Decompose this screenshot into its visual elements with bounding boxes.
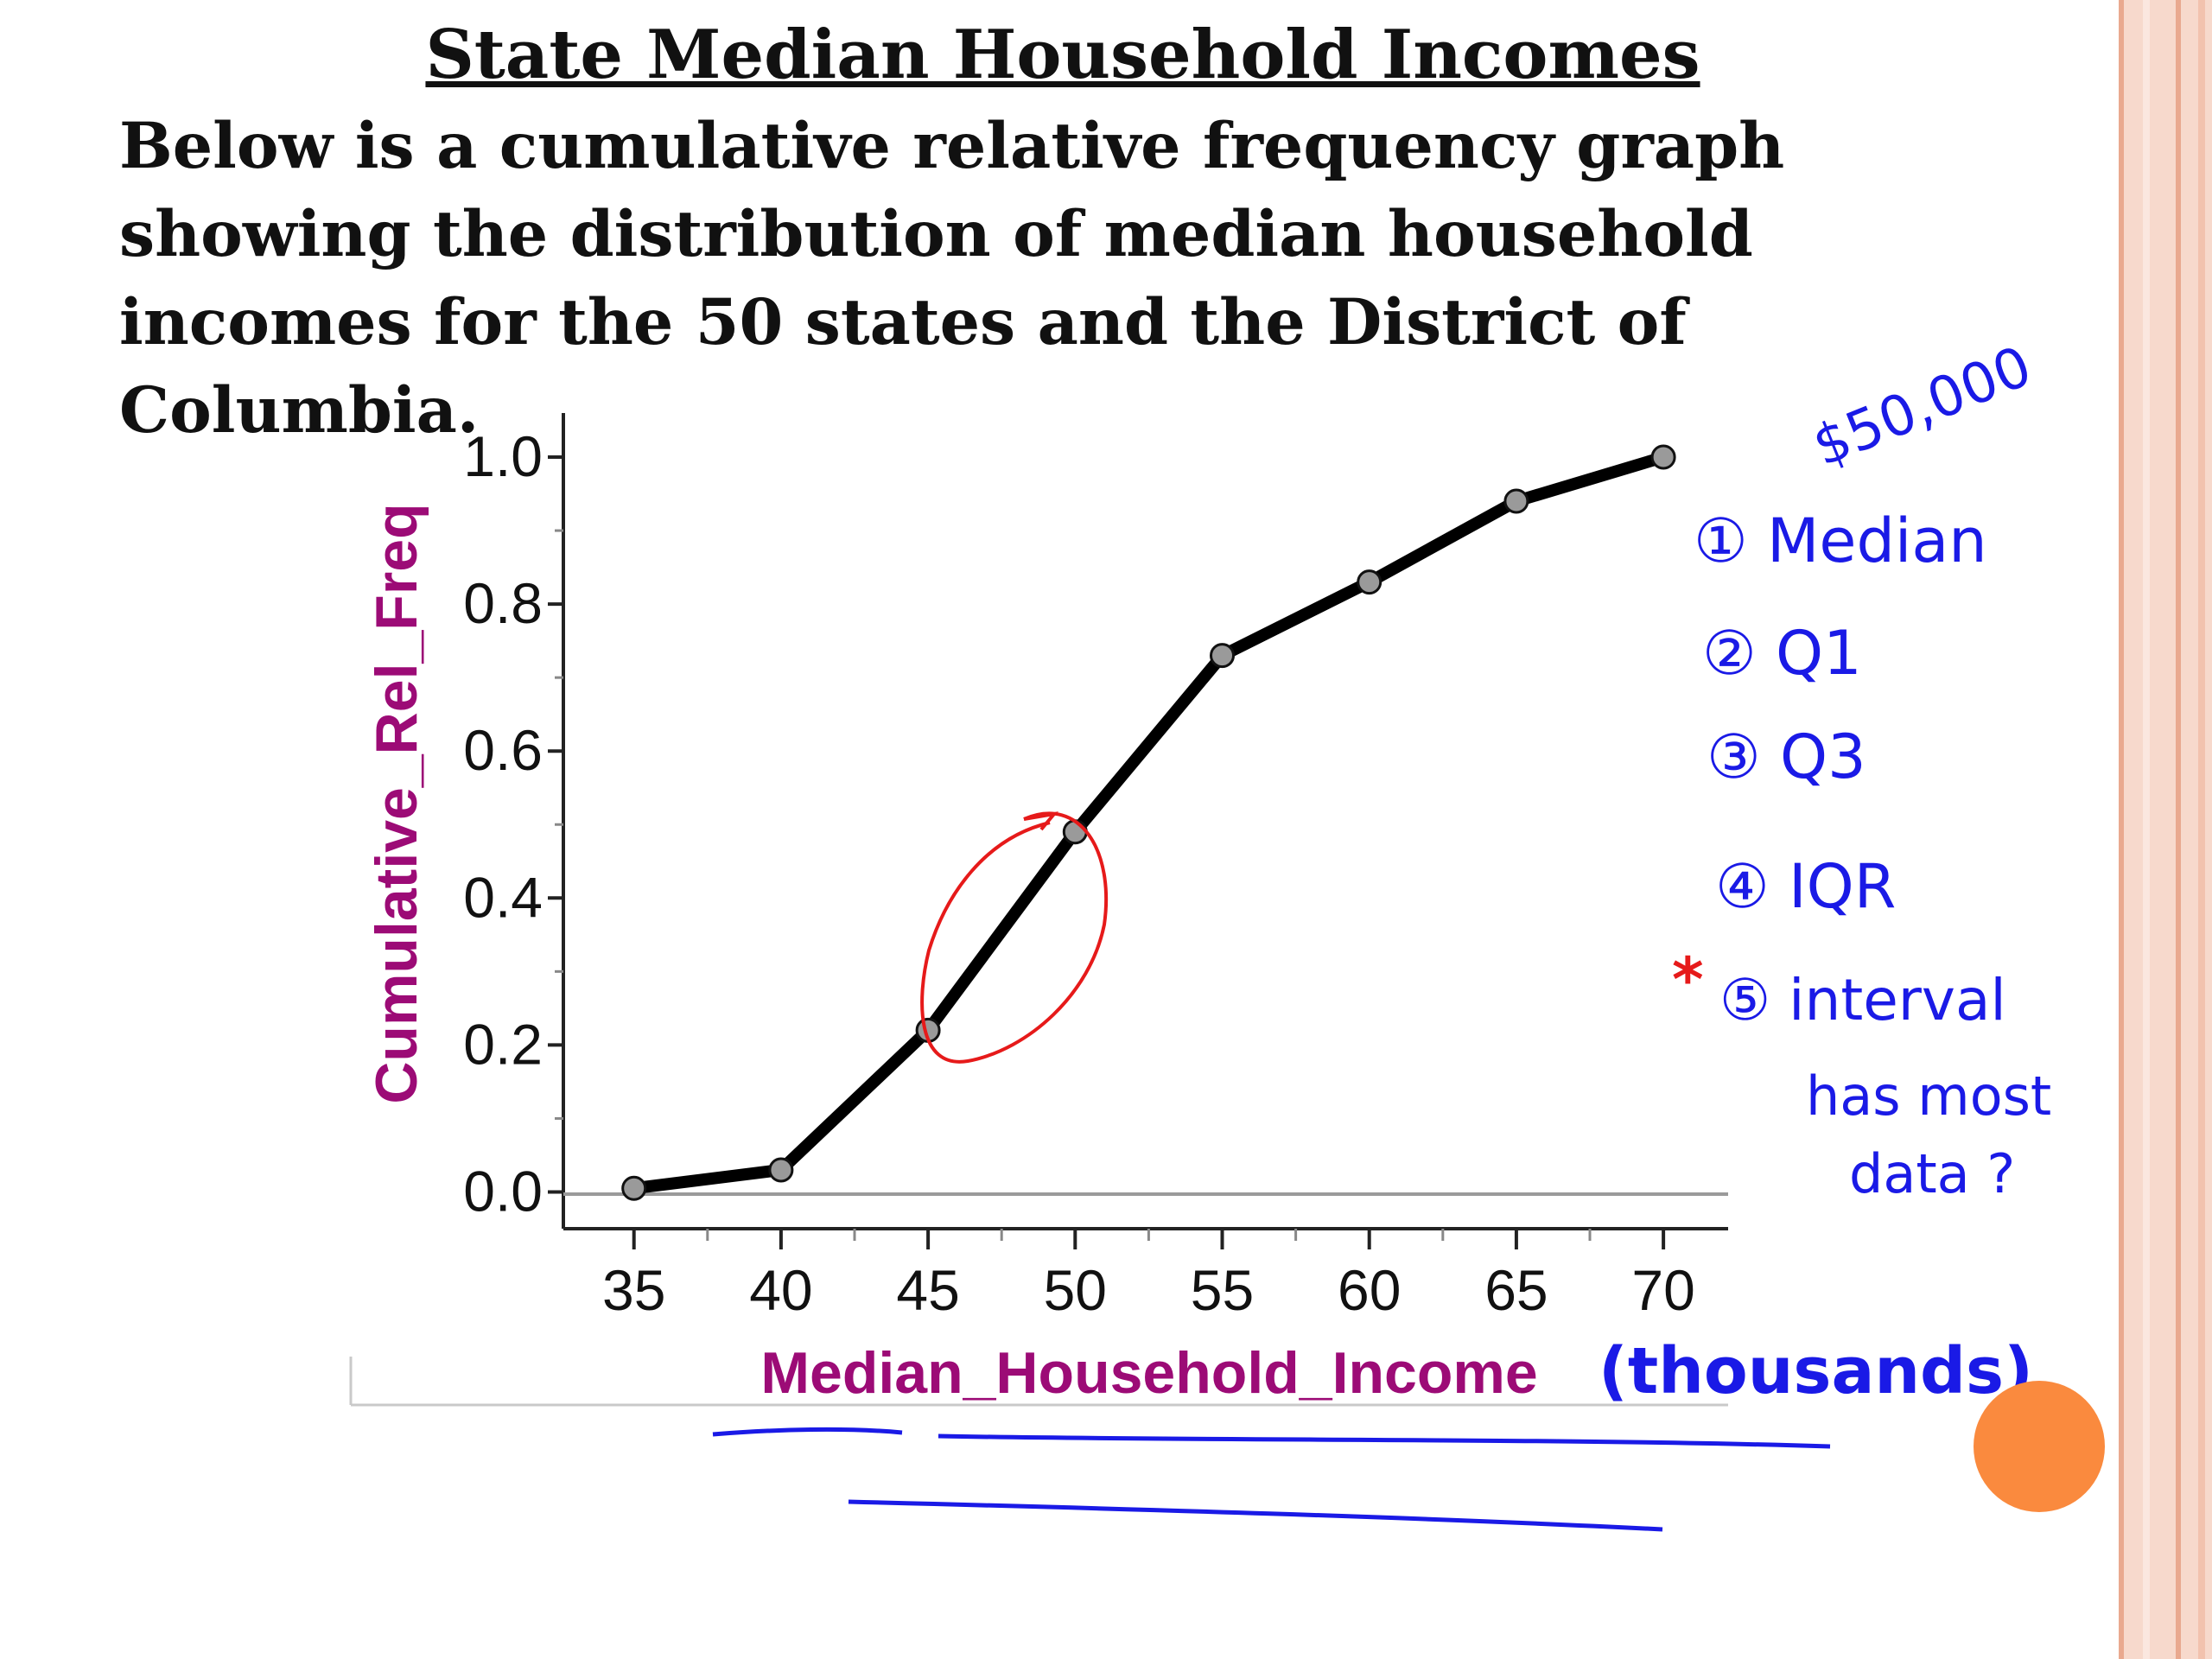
y-axis-ticks: 0.0 0.2 0.4 0.6 0.8 1.0 — [463, 424, 563, 1223]
x-tick-label: 65 — [1484, 1258, 1548, 1322]
series-line — [627, 451, 1670, 1195]
slide-border-decoration — [2119, 0, 2212, 1659]
x-tick-label: 55 — [1191, 1258, 1254, 1322]
note-has-most: has most — [1806, 1065, 2051, 1128]
y-tick-label: 1.0 — [463, 424, 543, 488]
decorative-orange-dot — [1974, 1381, 2105, 1512]
note-interval: ⑤ interval — [1719, 967, 2006, 1033]
underline-2 — [938, 1433, 1831, 1449]
data-point — [1210, 643, 1236, 669]
y-tick-label: 0.0 — [463, 1159, 543, 1223]
x-tick-label: 40 — [749, 1258, 812, 1322]
handwritten-thousands: (thousands) — [1599, 1334, 2033, 1408]
note-iqr: ④ IQR — [1715, 851, 1896, 922]
note-median: ① Median — [1694, 505, 1987, 576]
data-point — [621, 1175, 647, 1201]
cumulative-series — [621, 444, 1676, 1201]
data-point — [1503, 488, 1529, 514]
underline-3 — [848, 1499, 1663, 1532]
note-q3: ③ Q3 — [1707, 721, 1866, 792]
x-tick-label: 60 — [1338, 1258, 1401, 1322]
data-point — [1062, 819, 1088, 845]
y-axis-title: Cumulative_Rel_Freq — [364, 503, 429, 1103]
note-q1: ② Q1 — [1702, 618, 1862, 689]
x-tick-label: 45 — [896, 1258, 959, 1322]
x-axis-title: Median_Household_Income — [760, 1340, 1537, 1406]
slide-title: State Median Household Incomes — [425, 16, 1700, 94]
red-arrow-tip — [1023, 811, 1059, 831]
y-tick-label: 0.6 — [463, 718, 543, 782]
x-tick-label: 50 — [1044, 1258, 1107, 1322]
data-point — [1650, 444, 1676, 470]
y-tick-label: 0.8 — [463, 571, 543, 635]
red-circle-annotation — [920, 811, 1109, 1064]
handwritten-money-note: $50,000 — [1804, 334, 2040, 480]
data-point — [768, 1157, 794, 1183]
x-axis-ticks: 35 40 45 50 55 60 65 70 — [602, 1229, 1695, 1322]
x-tick-label: 70 — [1631, 1258, 1694, 1322]
y-tick-label: 0.4 — [463, 865, 543, 929]
x-tick-label: 35 — [602, 1258, 665, 1322]
slide-paragraph: Below is a cumulative relative frequency… — [119, 109, 1785, 448]
y-tick-label: 0.2 — [463, 1012, 543, 1076]
red-star-mark: * — [1672, 944, 1704, 1015]
underline-1 — [712, 1427, 903, 1437]
data-point — [1357, 569, 1382, 595]
note-data: data ? — [1849, 1142, 2015, 1205]
